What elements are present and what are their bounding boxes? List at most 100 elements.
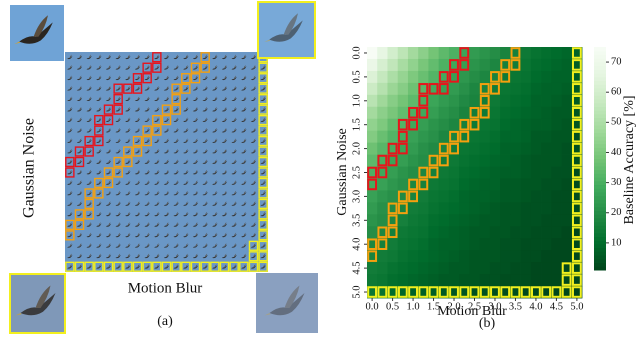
highlight-thumbnail	[258, 251, 268, 262]
colorbar-segment	[594, 154, 606, 159]
heatmap-cell	[438, 58, 450, 72]
heatmap-cell	[459, 94, 470, 108]
heatmap-cell	[438, 118, 450, 132]
heatmap-cell	[561, 130, 573, 144]
heatmap-cell	[469, 142, 481, 155]
heatmap-cell	[407, 238, 419, 251]
heatmap-cell	[530, 47, 542, 60]
heatmap-cell	[510, 214, 521, 227]
heatmap-cell	[367, 238, 378, 251]
heatmap-cell	[377, 214, 388, 227]
heatmap-cell	[561, 166, 573, 179]
heatmap-cell	[479, 250, 491, 263]
highlight-thumbnail	[65, 167, 75, 178]
heatmap-cell	[520, 226, 532, 239]
heatmap-cell	[428, 118, 440, 132]
heatmap-cell	[551, 70, 562, 84]
highlight-cell	[571, 226, 582, 239]
x-axis-label: Motion Blur	[437, 304, 507, 319]
heatmap-cell	[387, 250, 399, 263]
highlight-cell	[500, 71, 511, 83]
colorbar-segment	[594, 95, 606, 100]
heatmap-cell	[387, 226, 399, 239]
heatmap-cell	[551, 58, 562, 72]
heatmap-cell	[387, 106, 399, 120]
heatmap-cell	[541, 166, 552, 179]
heatmap-cell	[438, 190, 450, 203]
heatmap-cell	[551, 214, 562, 227]
heatmap-cell	[571, 202, 583, 215]
heatmap-cell	[367, 226, 378, 239]
heatmap-cell	[377, 274, 388, 287]
heatmap-cell	[397, 190, 409, 203]
highlight-cell	[428, 166, 439, 179]
highlight-thumbnail	[258, 177, 268, 189]
heatmap-cell	[469, 58, 481, 72]
highlight-cell	[479, 95, 490, 107]
highlight-cell	[571, 166, 582, 179]
highlight-cell	[438, 71, 449, 83]
heatmap-cell	[469, 70, 481, 84]
heatmap-cell	[571, 82, 583, 96]
heatmap-cell	[489, 82, 501, 96]
highlight-thumbnail	[84, 188, 94, 199]
heatmap-cell	[530, 274, 542, 287]
image-grid	[65, 52, 268, 272]
heatmap-cell	[510, 70, 521, 84]
heatmap-cell	[541, 286, 552, 299]
highlight-thumbnail	[190, 62, 201, 73]
heatmap-cell	[520, 166, 532, 179]
highlight-thumbnail	[65, 219, 75, 230]
colorbar-segment	[594, 217, 606, 223]
heatmap-cell	[428, 250, 440, 263]
heatmap-cell	[489, 47, 501, 60]
highlight-cell	[438, 286, 449, 298]
highlight-cell	[571, 274, 582, 286]
heatmap-cell	[571, 178, 583, 191]
highlight-cell	[571, 202, 582, 215]
heatmap-cell	[469, 82, 481, 96]
heatmap-cell	[520, 214, 532, 227]
heatmap-cell	[459, 286, 470, 299]
heatmap-cell	[500, 142, 511, 155]
heatmap-cell	[571, 142, 583, 155]
highlight-thumbnail	[152, 62, 162, 73]
heatmap-cell	[551, 154, 562, 167]
heatmap-cell	[377, 58, 388, 72]
heatmap-cell	[367, 262, 378, 275]
heatmap-cell	[500, 262, 511, 275]
heatmap-cell	[418, 82, 429, 96]
heatmap-cell	[367, 274, 378, 287]
heatmap-cell	[469, 106, 481, 120]
heatmap-cell	[489, 226, 501, 239]
heatmap-cell	[561, 154, 573, 167]
heatmap-cell	[367, 82, 378, 96]
heatmap-cell	[377, 142, 388, 155]
highlight-thumbnail	[258, 240, 268, 251]
heatmap-cell	[510, 178, 521, 191]
highlight-thumbnail	[113, 104, 123, 115]
heatmap-cell	[469, 178, 481, 191]
heatmap-cell	[479, 94, 491, 108]
heatmap-cell	[448, 142, 460, 155]
colorbar-segment	[594, 158, 606, 163]
heatmap-cell	[479, 70, 491, 84]
heatmap-cell	[418, 214, 429, 227]
highlight-thumbnail	[142, 62, 152, 73]
heatmap-cell	[407, 118, 419, 132]
heatmap-cell	[407, 82, 419, 96]
heatmap-cell	[418, 58, 429, 72]
heatmap-cell	[571, 166, 583, 179]
colorbar-segment	[594, 76, 606, 81]
heatmap-cell	[489, 202, 501, 215]
heatmap-cell	[500, 47, 511, 60]
heatmap-cell	[387, 58, 399, 72]
heatmap-cell	[489, 274, 501, 287]
heatmap-cell	[407, 262, 419, 275]
y-tick-label: 3.5	[351, 214, 362, 227]
heatmap-cell	[479, 166, 491, 179]
heatmap-cell	[530, 142, 542, 155]
highlight-thumbnail	[132, 135, 143, 147]
heatmap-cell	[397, 58, 409, 72]
highlight-cell	[449, 59, 459, 71]
